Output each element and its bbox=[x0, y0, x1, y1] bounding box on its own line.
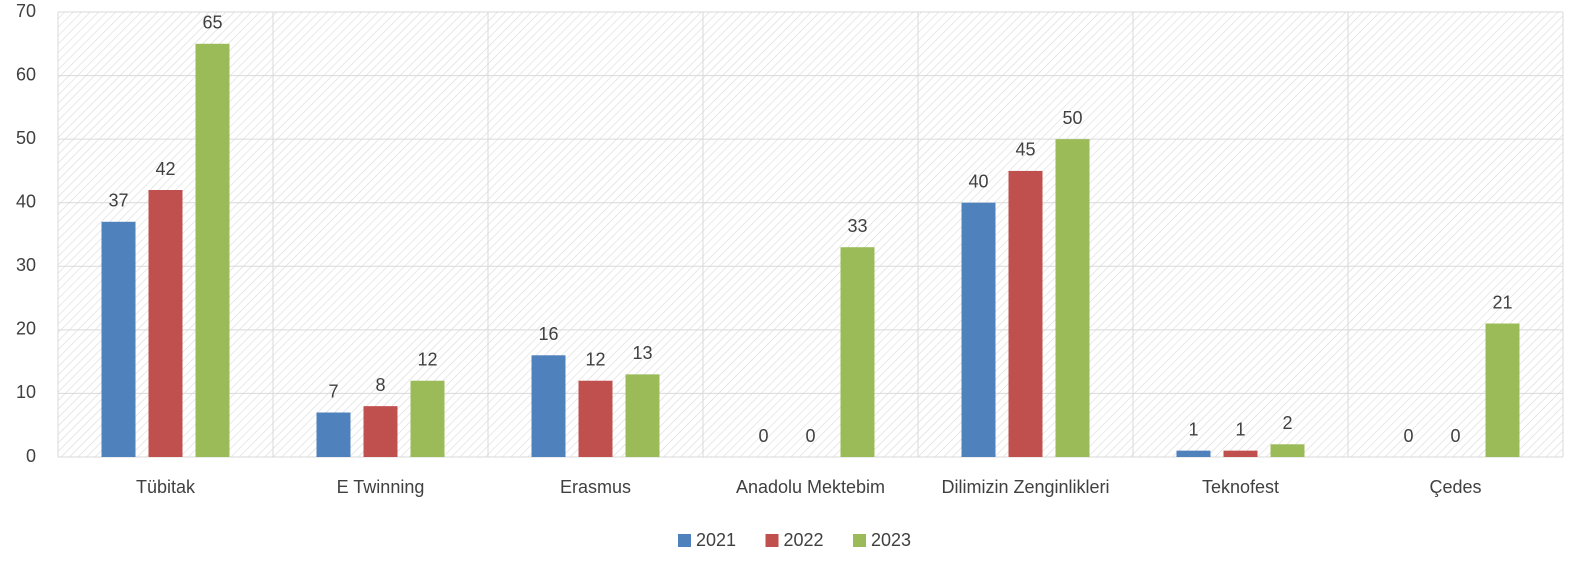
bar bbox=[195, 43, 230, 458]
data-label: 13 bbox=[632, 343, 652, 363]
bar bbox=[316, 412, 351, 457]
data-label: 1 bbox=[1235, 419, 1245, 439]
bar bbox=[578, 380, 613, 457]
data-label: 2 bbox=[1282, 413, 1292, 433]
data-label: 0 bbox=[1403, 426, 1413, 446]
data-label: 12 bbox=[417, 349, 437, 369]
data-label: 7 bbox=[328, 381, 338, 401]
data-label: 0 bbox=[1450, 426, 1460, 446]
x-tick-label: E Twinning bbox=[337, 477, 425, 497]
bar bbox=[1055, 139, 1090, 457]
bar bbox=[148, 190, 183, 457]
data-label: 12 bbox=[585, 349, 605, 369]
y-tick-label: 70 bbox=[16, 1, 36, 21]
y-tick-label: 50 bbox=[16, 128, 36, 148]
data-label: 37 bbox=[108, 191, 128, 211]
y-tick-label: 30 bbox=[16, 255, 36, 275]
y-tick-label: 10 bbox=[16, 382, 36, 402]
plot-area bbox=[58, 12, 1563, 457]
legend-swatch bbox=[853, 534, 866, 547]
x-tick-label: Tübitak bbox=[136, 477, 196, 497]
data-label: 42 bbox=[155, 159, 175, 179]
data-label: 21 bbox=[1492, 292, 1512, 312]
y-tick-label: 40 bbox=[16, 191, 36, 211]
data-label: 45 bbox=[1015, 140, 1035, 160]
bar bbox=[1008, 170, 1043, 457]
bar bbox=[410, 380, 445, 457]
data-label: 0 bbox=[805, 426, 815, 446]
x-tick-label: Çedes bbox=[1429, 477, 1481, 497]
legend-label: 2023 bbox=[871, 530, 911, 550]
bar bbox=[531, 355, 566, 457]
bar bbox=[840, 247, 875, 457]
y-tick-label: 0 bbox=[26, 446, 36, 466]
data-label: 50 bbox=[1062, 108, 1082, 128]
y-tick-label: 60 bbox=[16, 64, 36, 84]
x-tick-label: Dilimizin Zenginlikleri bbox=[941, 477, 1109, 497]
data-label: 0 bbox=[758, 426, 768, 446]
bar bbox=[1485, 323, 1520, 457]
bar bbox=[625, 374, 660, 457]
x-tick-label: Teknofest bbox=[1202, 477, 1279, 497]
legend-label: 2022 bbox=[784, 530, 824, 550]
legend-swatch bbox=[678, 534, 691, 547]
bar bbox=[1270, 444, 1305, 457]
x-tick-label: Anadolu Mektebim bbox=[736, 477, 885, 497]
legend-swatch bbox=[765, 534, 779, 547]
bar bbox=[1176, 450, 1211, 457]
data-label: 33 bbox=[847, 216, 867, 236]
bar bbox=[363, 406, 398, 457]
data-label: 65 bbox=[202, 13, 222, 33]
data-label: 1 bbox=[1188, 419, 1198, 439]
x-tick-label: Erasmus bbox=[560, 477, 631, 497]
data-label: 40 bbox=[968, 171, 988, 191]
bar bbox=[961, 202, 996, 457]
bar bbox=[101, 221, 136, 457]
y-tick-label: 20 bbox=[16, 319, 36, 339]
bar bbox=[1223, 450, 1258, 457]
legend-label: 2021 bbox=[696, 530, 736, 550]
data-label: 8 bbox=[375, 375, 385, 395]
data-label: 16 bbox=[538, 324, 558, 344]
